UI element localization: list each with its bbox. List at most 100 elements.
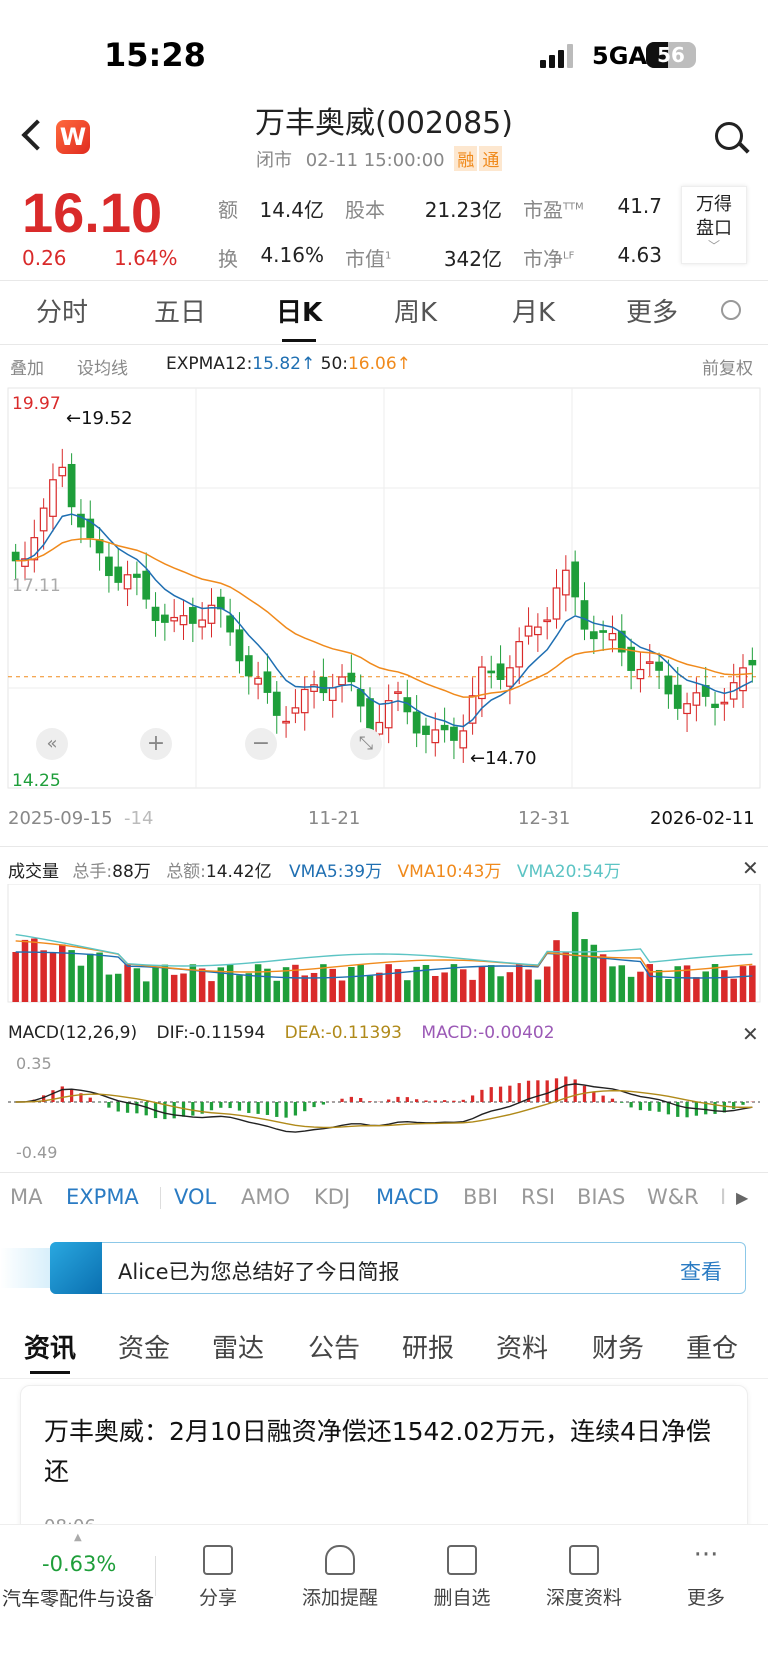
candle — [580, 600, 589, 630]
gear-icon[interactable] — [721, 300, 741, 320]
tech-tab-more-fragment[interactable]: I — [720, 1185, 727, 1209]
stat-label-pb: 市净LF — [523, 243, 574, 272]
share-button[interactable]: 分享 — [163, 1545, 273, 1610]
volume-bar — [292, 964, 299, 1002]
tab-intraday[interactable]: 分时 — [36, 298, 89, 328]
fullscreen-icon[interactable]: ⤡ — [350, 728, 382, 760]
volume-bar — [693, 977, 700, 1002]
overlay-button[interactable]: 叠加 — [10, 359, 44, 379]
candle — [30, 537, 39, 561]
tabs-scroll-right-icon[interactable]: ▶ — [736, 1188, 749, 1207]
candle — [394, 691, 402, 694]
alice-brief-banner[interactable] — [50, 1242, 746, 1294]
volume-bar — [646, 964, 654, 1002]
wande-orderbook-button[interactable]: 万得盘口 ﹀ — [681, 186, 747, 264]
tech-tab-macd[interactable]: MACD — [376, 1185, 439, 1209]
tech-tab-kdj[interactable]: KDJ — [314, 1185, 351, 1209]
search-icon[interactable] — [715, 122, 743, 150]
close-macd-icon[interactable]: ✕ — [742, 1022, 759, 1046]
candle — [627, 646, 635, 671]
tech-tab-vol[interactable]: VOL — [174, 1185, 217, 1209]
tech-tab-wr[interactable]: W&R — [647, 1185, 699, 1209]
candle — [496, 663, 505, 680]
volume-bar — [21, 939, 29, 1002]
candle — [515, 641, 524, 668]
minus-box-icon — [447, 1545, 477, 1575]
quote-datetime: 02-11 15:00:00 — [305, 150, 445, 171]
candle — [21, 558, 29, 567]
tech-tab-bias[interactable]: BIAS — [577, 1185, 626, 1209]
tech-tab-expma[interactable]: EXPMA — [66, 1185, 139, 1209]
sector-change[interactable]: -0.63% — [42, 1552, 117, 1576]
ma-setting-button[interactable]: 设均线 — [77, 359, 128, 379]
deep-info-button[interactable]: 深度资料 — [529, 1545, 639, 1610]
zoom-out-icon[interactable]: − — [245, 728, 277, 760]
total-amount-label: 总额: — [166, 862, 206, 882]
tab-monthly-k[interactable]: 月K — [512, 298, 556, 328]
tab-daily-k[interactable]: 日K — [276, 298, 323, 328]
stat-value-amount: 14.4亿 — [259, 198, 324, 222]
kline-chart[interactable] — [0, 386, 768, 802]
volume-bar — [96, 952, 103, 1002]
mktcap-sup: 1 — [385, 250, 392, 262]
tab-financials[interactable]: 财务 — [592, 1334, 645, 1364]
total-amount: 14.42亿 — [205, 862, 272, 882]
news-title[interactable]: 万丰奥威：2月10日融资净偿还1542.02万元，连续4日净偿还 — [44, 1417, 712, 1486]
vma20: VMA20:54万 — [516, 862, 621, 882]
sector-name[interactable]: 汽车零配件与设备 — [2, 1588, 155, 1610]
tab-profile[interactable]: 资料 — [496, 1334, 549, 1364]
macd-legend: MACD(12,26,9) DIF:-0.11594 DEA:-0.11393 … — [8, 1023, 555, 1043]
tab-more[interactable]: 更多 — [626, 298, 679, 328]
status-time: 15:28 — [104, 36, 206, 74]
candle — [254, 677, 262, 685]
tab-weekly-k[interactable]: 周K — [394, 298, 438, 328]
tab-funds[interactable]: 资金 — [118, 1334, 171, 1364]
share-icon — [203, 1545, 233, 1575]
tab-five-day[interactable]: 五日 — [154, 298, 207, 328]
candle — [77, 513, 85, 528]
tech-tab-bbi[interactable]: BBI — [463, 1185, 499, 1209]
stock-title: 万丰奥威(002085) — [255, 106, 513, 141]
tab-separator — [160, 1187, 161, 1209]
zoom-in-icon[interactable]: + — [140, 728, 172, 760]
volume-title: 成交量 — [8, 862, 59, 882]
volume-bar — [469, 979, 476, 1002]
candle — [673, 684, 682, 709]
candle — [170, 616, 179, 622]
add-alert-button[interactable]: 添加提醒 — [285, 1545, 395, 1610]
pe-label: 市盈 — [523, 198, 563, 222]
alice-view-link[interactable]: 查看 — [680, 1260, 722, 1284]
scroll-left-icon[interactable]: « — [36, 728, 68, 760]
adjust-mode-button[interactable]: 前复权 — [702, 359, 753, 379]
close-volume-icon[interactable]: ✕ — [742, 856, 759, 880]
volume-bar — [422, 964, 430, 1002]
volume-bar — [198, 968, 206, 1002]
divider — [0, 344, 768, 345]
candle — [188, 607, 197, 624]
news-tab-indicator — [30, 1371, 70, 1374]
tab-research[interactable]: 研报 — [402, 1334, 455, 1364]
volume-bar — [441, 972, 448, 1002]
candle — [49, 479, 57, 517]
more-button[interactable]: ··· 更多 — [651, 1542, 761, 1610]
low-annotation: ←14.70 — [470, 748, 537, 769]
volume-bar — [282, 967, 290, 1002]
deep-info-label: 深度资料 — [545, 1587, 622, 1609]
active-tab-indicator — [282, 339, 316, 342]
tech-tab-ma[interactable]: MA — [10, 1185, 43, 1209]
remove-watchlist-button[interactable]: 删自选 — [407, 1545, 517, 1610]
tab-news[interactable]: 资讯 — [24, 1334, 77, 1364]
tab-announcements[interactable]: 公告 — [308, 1334, 361, 1364]
tab-holdings[interactable]: 重仓 — [686, 1334, 739, 1364]
candle — [664, 675, 673, 695]
divider — [0, 846, 768, 847]
divider — [0, 1378, 768, 1379]
sector-up-caret-icon: ▲ — [74, 1532, 82, 1543]
margin-tag: 融 — [454, 146, 478, 171]
tech-tab-rsi[interactable]: RSI — [521, 1185, 556, 1209]
tech-tab-amo[interactable]: AMO — [241, 1185, 291, 1209]
tab-radar[interactable]: 雷达 — [212, 1334, 265, 1364]
volume-bar — [599, 954, 607, 1002]
volume-bar — [12, 952, 19, 1002]
volume-frame — [7, 884, 761, 1003]
